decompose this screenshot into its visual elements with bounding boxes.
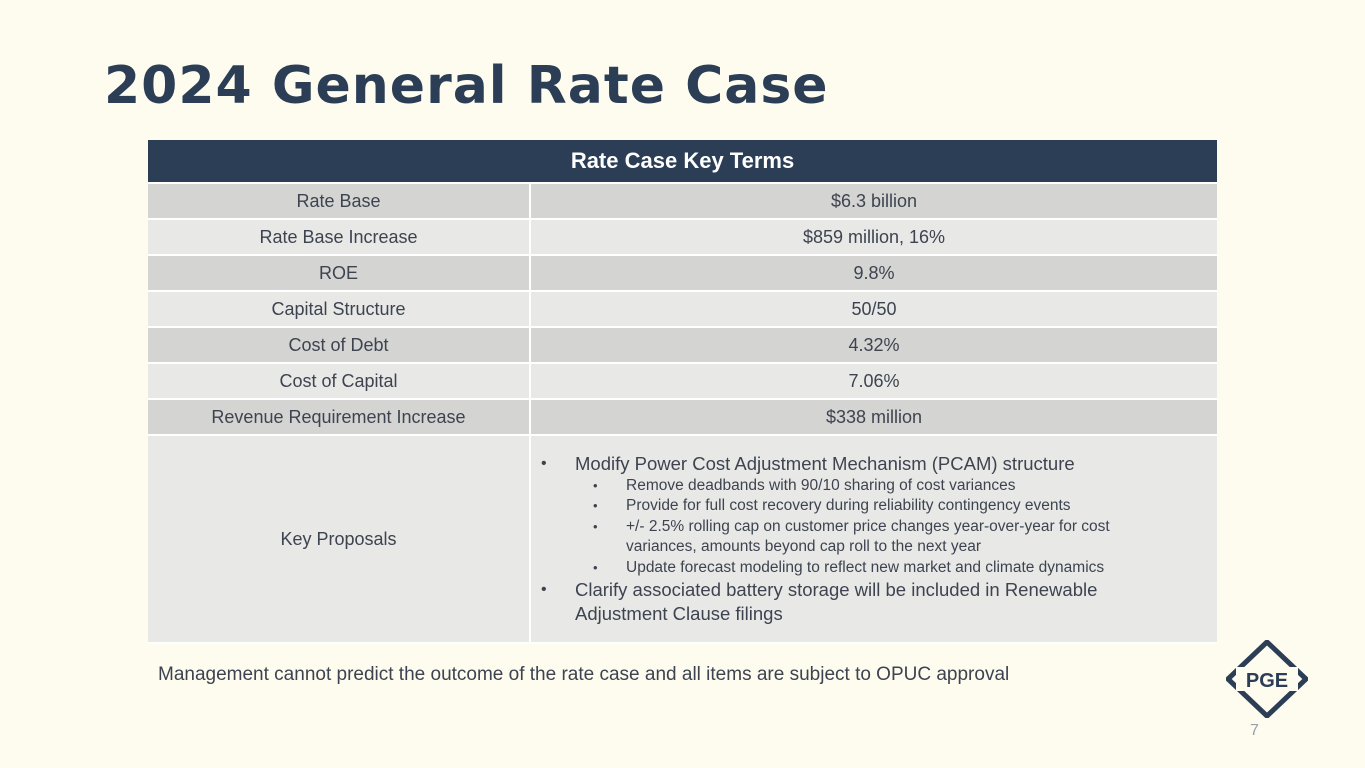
row-label: Cost of Capital xyxy=(148,364,531,398)
row-label: ROE xyxy=(148,256,531,290)
row-value: 50/50 xyxy=(851,298,897,319)
proposals-cell: Modify Power Cost Adjustment Mechanism (… xyxy=(531,436,1217,642)
row-label: Cost of Debt xyxy=(148,328,531,362)
row-value: $6.3 billion xyxy=(830,190,918,211)
proposal-subitem: Remove deadbands with 90/10 sharing of c… xyxy=(575,476,1181,497)
row-value: 4.32% xyxy=(848,334,900,355)
row-label: Capital Structure xyxy=(148,292,531,326)
key-terms-table: Rate Case Key Terms Rate Base $6.3 billi… xyxy=(148,140,1217,644)
row-label: Revenue Requirement Increase xyxy=(148,400,531,434)
pge-logo: PGE xyxy=(1226,640,1308,718)
row-value: 7.06% xyxy=(848,370,900,391)
row-label: Rate Base xyxy=(148,184,531,218)
proposal-sublist: Remove deadbands with 90/10 sharing of c… xyxy=(575,476,1181,579)
table-row: Cost of Capital 7.06% xyxy=(148,364,1217,400)
proposal-item: Clarify associated battery storage will … xyxy=(541,578,1181,626)
proposal-text: Modify Power Cost Adjustment Mechanism (… xyxy=(575,452,1075,474)
row-label: Rate Base Increase xyxy=(148,220,531,254)
table-row: ROE 9.8% xyxy=(148,256,1217,292)
row-label: Key Proposals xyxy=(148,436,531,642)
proposal-subitem: Update forecast modeling to reflect new … xyxy=(575,558,1181,579)
logo-text: PGE xyxy=(1246,670,1288,692)
table-row: Rate Base Increase $859 million, 16% xyxy=(148,220,1217,256)
table-header: Rate Case Key Terms xyxy=(148,140,1217,184)
proposal-text: Clarify associated battery storage will … xyxy=(575,579,1098,625)
table-row: Cost of Debt 4.32% xyxy=(148,328,1217,364)
page-number: 7 xyxy=(1250,722,1259,739)
table-row: Revenue Requirement Increase $338 millio… xyxy=(148,400,1217,436)
table-row: Rate Base $6.3 billion xyxy=(148,184,1217,220)
proposals-list: Modify Power Cost Adjustment Mechanism (… xyxy=(531,452,1181,627)
row-value: $338 million xyxy=(825,406,923,427)
proposal-subitem: +/- 2.5% rolling cap on customer price c… xyxy=(575,517,1181,558)
row-value: $859 million, 16% xyxy=(802,226,946,247)
disclaimer-footnote: Management cannot predict the outcome of… xyxy=(158,664,1010,685)
proposal-subitem: Provide for full cost recovery during re… xyxy=(575,496,1181,517)
proposal-item: Modify Power Cost Adjustment Mechanism (… xyxy=(541,452,1181,579)
page-title: 2024 General Rate Case xyxy=(104,56,829,116)
row-value: 9.8% xyxy=(853,262,895,283)
table-row-key-proposals: Key Proposals Modify Power Cost Adjustme… xyxy=(148,436,1217,644)
table-row: Capital Structure 50/50 xyxy=(148,292,1217,328)
